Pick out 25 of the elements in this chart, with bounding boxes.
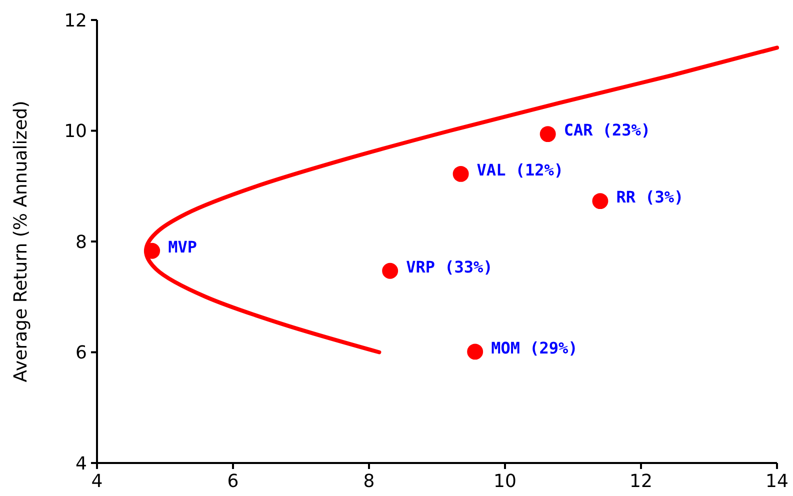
- y-tick-label: 12: [64, 10, 87, 32]
- x-tick-label: 10: [494, 471, 516, 492]
- y-tick-label: 6: [76, 342, 87, 364]
- annotation: MOM (29%): [491, 338, 578, 358]
- x-tick-label: 8: [363, 471, 375, 492]
- annotation: RR (3%): [616, 188, 684, 207]
- point: [592, 193, 608, 210]
- point: [452, 166, 469, 182]
- point: [467, 344, 484, 360]
- annotation: VRP (33%): [406, 257, 493, 276]
- x-tick-label: 12: [630, 471, 652, 492]
- y-tick-label: 8: [76, 232, 87, 253]
- x-tick-label: 14: [766, 471, 788, 492]
- y-axis-title: Average Return (% Annualized): [10, 100, 32, 382]
- annotation: CAR (23%): [564, 120, 651, 140]
- y-tick-label: 4: [76, 453, 87, 474]
- annotation: MVP: [168, 238, 197, 257]
- point: [382, 262, 398, 279]
- x-tick-label: 4: [91, 471, 103, 492]
- x-tick-label: 6: [227, 471, 239, 492]
- annotation: VAL (12%): [476, 160, 564, 180]
- line-series: [144, 46, 779, 354]
- point: [144, 242, 160, 259]
- y-tick-label: 10: [64, 121, 87, 142]
- point: [540, 126, 556, 142]
